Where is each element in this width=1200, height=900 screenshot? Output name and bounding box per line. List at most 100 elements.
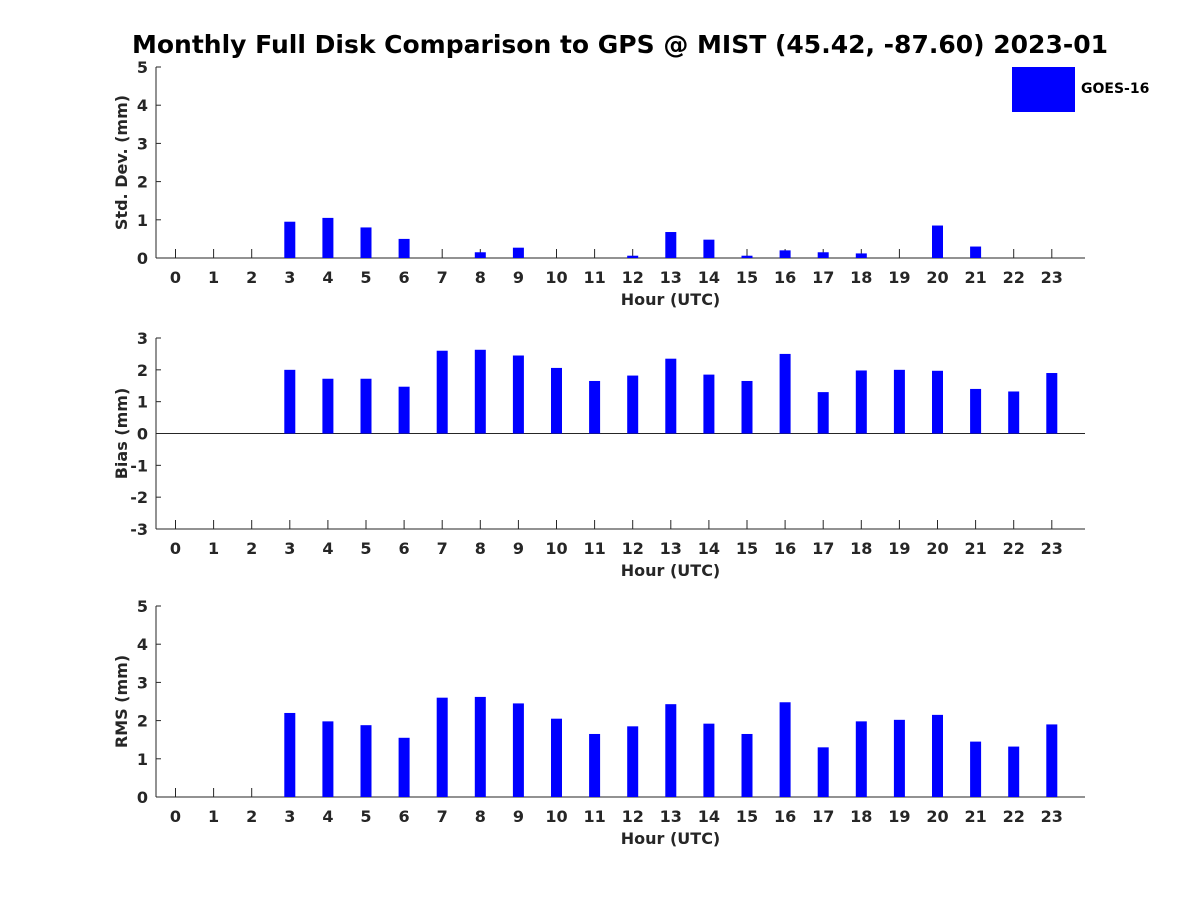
x-axis-label: Hour (UTC) xyxy=(621,829,721,848)
y-tick-label: 1 xyxy=(137,750,148,769)
x-tick-label: 6 xyxy=(399,539,410,558)
bar xyxy=(360,378,372,434)
x-tick-label: 22 xyxy=(1003,268,1025,287)
legend-swatch xyxy=(1012,67,1075,112)
x-tick-label: 16 xyxy=(774,539,796,558)
x-tick-label: 4 xyxy=(322,807,333,826)
x-tick-label: 17 xyxy=(812,268,834,287)
bar xyxy=(589,380,601,434)
bar xyxy=(627,375,639,434)
x-tick-label: 5 xyxy=(360,807,371,826)
x-tick-label: 16 xyxy=(774,268,796,287)
y-axis-label: Std. Dev. (mm) xyxy=(112,95,131,230)
bar xyxy=(398,737,410,797)
x-tick-label: 14 xyxy=(698,268,720,287)
x-tick-label: 11 xyxy=(583,268,605,287)
x-tick-label: 7 xyxy=(437,268,448,287)
x-tick-label: 14 xyxy=(698,539,720,558)
x-tick-label: 0 xyxy=(170,807,181,826)
x-tick-label: 14 xyxy=(698,807,720,826)
bar xyxy=(970,741,982,797)
bar xyxy=(893,719,905,797)
bar xyxy=(360,725,372,797)
bar xyxy=(551,718,562,797)
x-tick-label: 12 xyxy=(622,807,644,826)
y-tick-label: 3 xyxy=(137,329,148,348)
bar xyxy=(970,246,982,258)
x-tick-label: 15 xyxy=(736,807,758,826)
bar xyxy=(741,255,753,258)
bar xyxy=(474,349,486,434)
x-tick-label: 18 xyxy=(850,807,872,826)
x-tick-label: 11 xyxy=(583,807,605,826)
x-tick-label: 12 xyxy=(622,539,644,558)
bar xyxy=(1046,373,1058,434)
x-tick-label: 21 xyxy=(964,807,986,826)
x-tick-label: 2 xyxy=(246,268,257,287)
x-tick-label: 3 xyxy=(284,807,295,826)
x-tick-label: 18 xyxy=(850,268,872,287)
y-tick-label: 0 xyxy=(137,249,148,268)
x-tick-label: 0 xyxy=(170,268,181,287)
bar xyxy=(703,723,715,797)
bar xyxy=(474,252,486,258)
bar xyxy=(779,250,791,258)
y-tick-label: -1 xyxy=(130,456,148,475)
x-tick-label: 13 xyxy=(660,807,682,826)
x-tick-label: 15 xyxy=(736,539,758,558)
bar xyxy=(703,239,715,258)
bar xyxy=(322,721,334,797)
bar xyxy=(665,358,677,434)
x-tick-label: 15 xyxy=(736,268,758,287)
y-tick-label: -2 xyxy=(130,488,148,507)
x-axis-label: Hour (UTC) xyxy=(621,561,721,580)
x-tick-label: 10 xyxy=(545,268,567,287)
bar xyxy=(436,350,448,434)
x-axis-label: Hour (UTC) xyxy=(621,290,721,309)
bar xyxy=(627,726,639,797)
x-tick-label: 16 xyxy=(774,807,796,826)
x-tick-label: 9 xyxy=(513,268,524,287)
x-tick-label: 19 xyxy=(888,539,910,558)
bar xyxy=(932,714,943,797)
y-tick-label: 3 xyxy=(137,673,148,692)
x-tick-label: 5 xyxy=(360,268,371,287)
x-tick-label: 8 xyxy=(475,539,486,558)
bar xyxy=(512,247,524,258)
x-tick-label: 8 xyxy=(475,807,486,826)
bar xyxy=(932,225,943,258)
x-tick-label: 10 xyxy=(545,539,567,558)
x-tick-label: 19 xyxy=(888,807,910,826)
x-tick-label: 1 xyxy=(208,539,219,558)
bar xyxy=(436,697,448,797)
y-tick-label: 5 xyxy=(137,597,148,616)
x-tick-label: 1 xyxy=(208,807,219,826)
x-tick-label: 23 xyxy=(1041,807,1063,826)
x-tick-label: 13 xyxy=(660,539,682,558)
y-tick-label: 4 xyxy=(137,635,148,654)
x-tick-label: 5 xyxy=(360,539,371,558)
x-tick-label: 8 xyxy=(475,268,486,287)
x-tick-label: 22 xyxy=(1003,539,1025,558)
bar xyxy=(665,232,677,258)
x-tick-label: 3 xyxy=(284,268,295,287)
x-tick-label: 6 xyxy=(399,268,410,287)
bar xyxy=(855,370,867,434)
x-tick-label: 0 xyxy=(170,539,181,558)
y-tick-label: -3 xyxy=(130,520,148,539)
legend-label: GOES-16 xyxy=(1081,81,1150,97)
bar xyxy=(398,238,410,258)
bar xyxy=(779,353,791,434)
x-tick-label: 9 xyxy=(513,807,524,826)
x-tick-label: 4 xyxy=(322,268,333,287)
y-tick-label: 2 xyxy=(137,361,148,380)
bar xyxy=(474,696,486,797)
bar xyxy=(360,227,372,258)
x-tick-label: 9 xyxy=(513,539,524,558)
y-tick-label: 2 xyxy=(137,173,148,192)
x-tick-label: 23 xyxy=(1041,268,1063,287)
bar xyxy=(741,733,753,797)
bar xyxy=(817,747,829,797)
x-tick-label: 18 xyxy=(850,539,872,558)
y-tick-label: 1 xyxy=(137,211,148,230)
